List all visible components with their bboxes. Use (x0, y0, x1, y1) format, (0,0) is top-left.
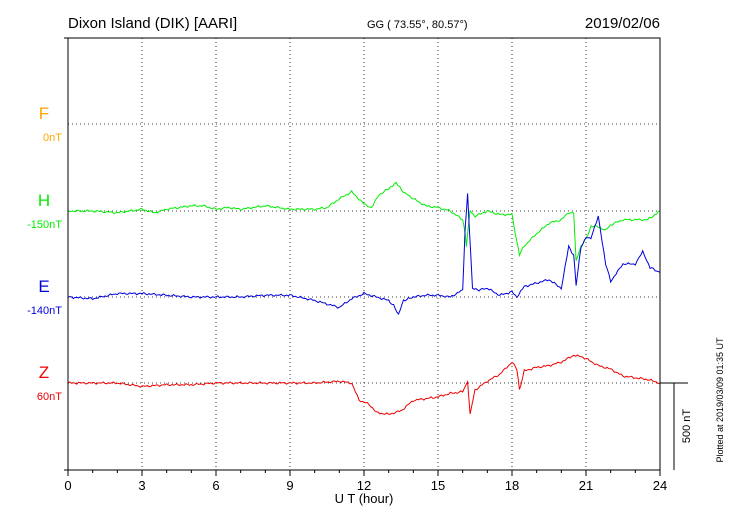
scale-bar-label: 500 nT (681, 409, 693, 444)
series-line-h (67, 181, 661, 261)
series-baseline-h: -150nT (27, 219, 62, 231)
series-line-e (67, 193, 661, 316)
series-label-f: F (39, 104, 49, 123)
series-baseline-z: 60nT (37, 391, 62, 403)
series-line-z (67, 354, 661, 415)
series-label-h: H (38, 191, 50, 210)
chart-date: 2019/02/06 (585, 15, 660, 32)
x-axis-label: U T (hour) (335, 491, 394, 506)
series-labels: F 0nT H -150nT E -140nT Z 60nT (27, 104, 62, 403)
x-tick-label: 6 (212, 478, 219, 493)
x-tick-label: 18 (505, 478, 519, 493)
series-label-e: E (38, 277, 49, 296)
x-tick-marks (64, 37, 661, 476)
x-tick-labels: 0 3 6 9 12 15 18 21 24 (64, 478, 667, 493)
plotted-timestamp: Plotted at 2019/03/09 01:35 UT (715, 337, 725, 463)
grid-lines (68, 38, 660, 470)
x-tick-label: 3 (138, 478, 145, 493)
series-baseline-e: -140nT (27, 305, 62, 317)
x-tick-label: 15 (431, 478, 445, 493)
series-label-z: Z (39, 363, 49, 382)
series-baseline-f: 0nT (43, 132, 62, 144)
x-tick-label: 12 (357, 478, 371, 493)
station-coordinates: GG ( 73.55°, 80.57°) (367, 19, 468, 31)
x-tick-label: 21 (579, 478, 593, 493)
chart-title: Dixon Island (DIK) [AARI] (68, 15, 237, 32)
x-tick-label: 0 (64, 478, 71, 493)
data-curves (67, 181, 661, 415)
scale-bar: 500 nT (660, 382, 693, 470)
x-tick-label: 9 (286, 478, 293, 493)
x-tick-label: 24 (653, 478, 667, 493)
